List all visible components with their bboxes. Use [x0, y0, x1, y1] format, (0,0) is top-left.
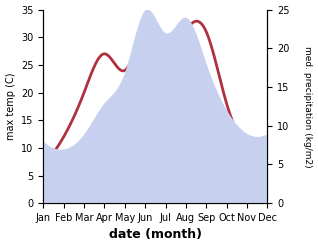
X-axis label: date (month): date (month): [109, 228, 202, 242]
Y-axis label: med. precipitation (kg/m2): med. precipitation (kg/m2): [303, 45, 313, 167]
Y-axis label: max temp (C): max temp (C): [5, 73, 16, 140]
